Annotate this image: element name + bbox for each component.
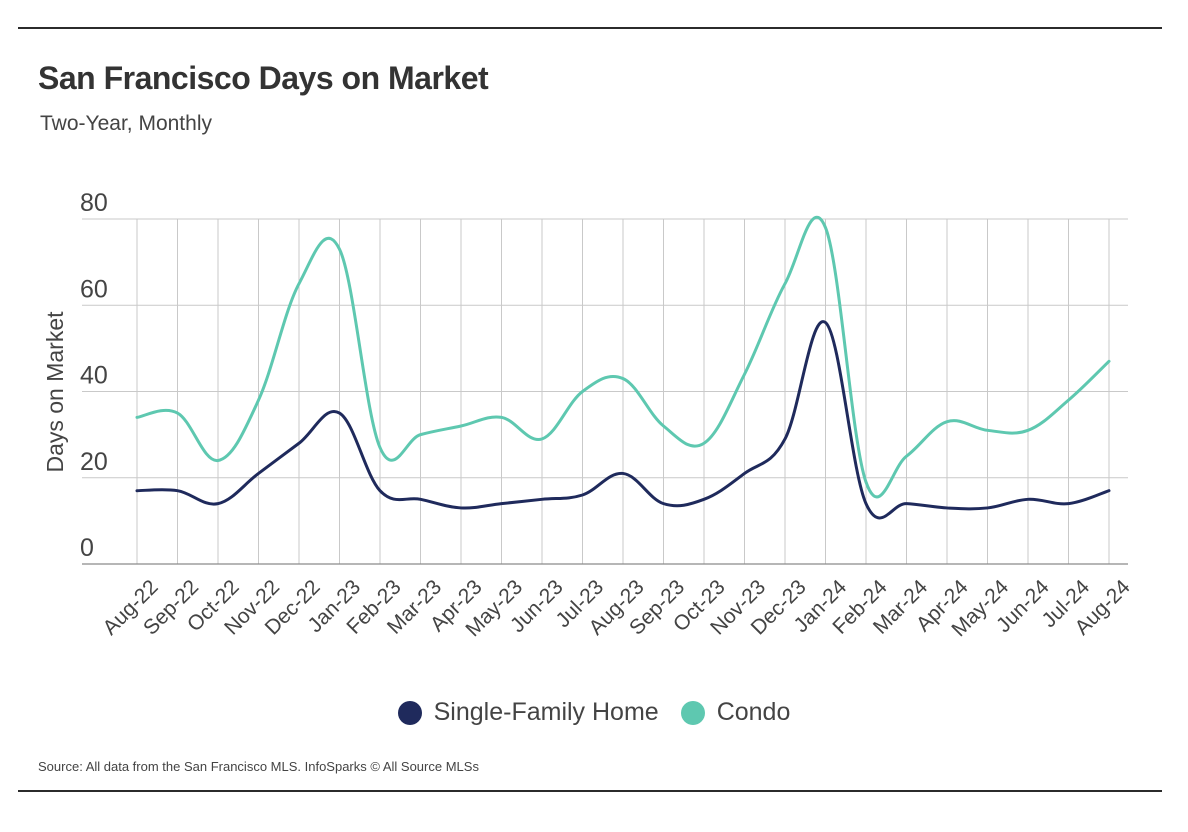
grid xyxy=(82,218,1128,565)
legend-swatch-single-family xyxy=(397,700,422,725)
chart-subtitle: Two-Year, Monthly xyxy=(40,112,212,135)
y-tick-label: 40 xyxy=(80,362,108,390)
legend-item-condo: Condo xyxy=(680,698,791,727)
series-line-single-family xyxy=(135,320,1111,520)
y-tick-label: 20 xyxy=(80,448,108,476)
top-rule xyxy=(18,27,1162,29)
series-lines xyxy=(135,216,1111,520)
y-tick-label: 80 xyxy=(80,189,108,217)
legend-swatch-condo xyxy=(680,700,705,725)
legend-label-single-family: Single-Family Home xyxy=(433,698,659,726)
line-chart: 0 20 40 60 80 Days on Market Aug-22Sep-22Oct… xyxy=(42,189,1135,641)
x-axis-ticks: Aug-22Sep-22Oct-22Nov-22Dec-22Jan-23Feb-… xyxy=(99,575,1135,641)
bottom-rule xyxy=(18,790,1162,792)
chart-title: San Francisco Days on Market xyxy=(38,60,489,96)
legend-label-condo: Condo xyxy=(716,698,791,726)
series-line-condo xyxy=(135,216,1111,499)
legend: Single-Family Home Condo xyxy=(0,698,1188,727)
y-tick-label: 0 xyxy=(80,534,94,562)
y-tick-label: 60 xyxy=(80,275,108,303)
y-axis-label: Days on Market xyxy=(42,311,68,473)
source-note: Source: All data from the San Francisco … xyxy=(38,759,479,774)
legend-item-single-family: Single-Family Home xyxy=(397,698,659,727)
y-axis-ticks: 0 20 40 60 80 xyxy=(80,189,108,562)
